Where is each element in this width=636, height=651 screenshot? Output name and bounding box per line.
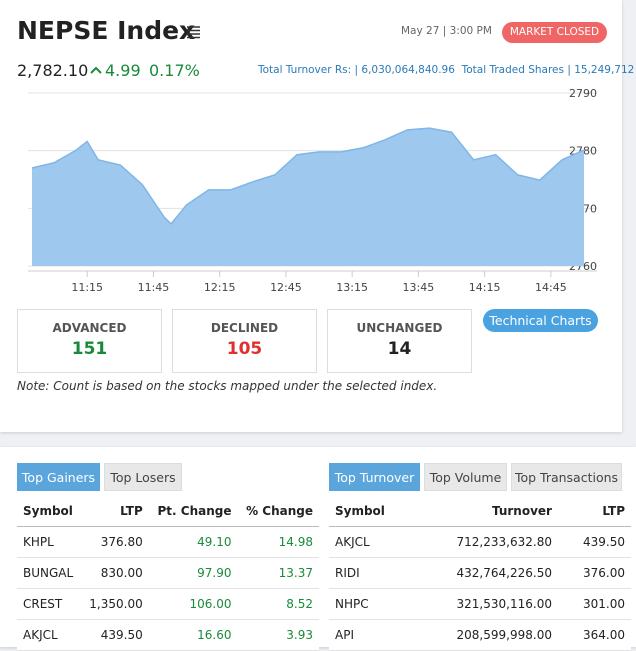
- y-tick-label: 2790: [569, 87, 597, 100]
- stat-label: UNCHANGED: [356, 321, 443, 335]
- column-header: Pt. Change: [148, 496, 238, 527]
- tab[interactable]: Top Transactions: [511, 463, 622, 491]
- stat-box: UNCHANGED 14: [327, 309, 472, 373]
- cell: RIDI: [329, 557, 413, 589]
- stat-value: 151: [71, 339, 108, 359]
- row[interactable]: AKJCL 712,233,632.80 439.50: [329, 526, 631, 558]
- cell: 301.00: [557, 588, 631, 620]
- x-tick-label: 11:45: [138, 281, 170, 294]
- cell: KHPL: [17, 526, 82, 558]
- cell: 97.90: [148, 557, 238, 589]
- x-tick-label: 11:15: [71, 281, 103, 294]
- index-value: 2,782.10: [17, 61, 89, 80]
- cell: 376.80: [81, 526, 149, 558]
- cell: 830.00: [81, 557, 149, 589]
- x-tick-label: 13:45: [403, 281, 435, 294]
- x-tick-label: 12:45: [270, 281, 302, 294]
- x-tick-label: 12:15: [204, 281, 236, 294]
- cell: API: [329, 619, 413, 651]
- cell: NHPC: [329, 588, 413, 620]
- header-row: Symbol Turnover LTP: [329, 496, 631, 527]
- row[interactable]: CREST 1,350.00 106.00 8.52: [17, 588, 319, 620]
- stat-value: 105: [226, 339, 263, 359]
- cell: 432,764,226.50: [412, 557, 558, 589]
- cell: 439.50: [557, 526, 631, 558]
- cell: 8.52: [237, 588, 319, 620]
- row[interactable]: KHPL 376.80 49.10 14.98: [17, 526, 319, 558]
- cell: 106.00: [148, 588, 238, 620]
- column-header: Symbol: [17, 496, 82, 527]
- line: [31, 127, 585, 226]
- shares-label: Total Traded Shares |: [461, 64, 571, 76]
- cell: AKJCL: [329, 526, 413, 558]
- totals: Total Turnover Rs: | 6,030,064,840.96 To…: [258, 64, 634, 76]
- cell: CREST: [17, 588, 82, 620]
- column-header: % Change: [237, 496, 319, 527]
- shares-value: 15,249,712: [574, 64, 635, 76]
- menu-icon[interactable]: [186, 25, 202, 39]
- cell: 16.60: [148, 619, 238, 651]
- cell: 14.98: [237, 526, 319, 558]
- market-status: MARKET CLOSED: [502, 22, 607, 43]
- row[interactable]: RIDI 432,764,226.50 376.00: [329, 557, 631, 589]
- area: [32, 128, 584, 266]
- stat-value: 14: [387, 339, 412, 359]
- cell: 376.00: [557, 557, 631, 589]
- chart: 276027702780279011:1511:4512:1512:4513:1…: [28, 87, 597, 294]
- row[interactable]: BUNGAL 830.00 97.90 13.37: [17, 557, 319, 589]
- cell: 439.50: [81, 619, 149, 651]
- tab[interactable]: Top Gainers: [17, 463, 100, 491]
- cell: BUNGAL: [17, 557, 82, 589]
- stat-box: ADVANCED 151: [17, 309, 162, 373]
- row[interactable]: API 208,599,998.00 364.00: [329, 619, 631, 651]
- cell: 208,599,998.00: [412, 619, 558, 651]
- cell: 13.37: [237, 557, 319, 589]
- up-arrow: [90, 66, 102, 74]
- title: NEPSE Index: [17, 16, 196, 45]
- tab[interactable]: Top Volume: [424, 463, 507, 491]
- row[interactable]: NHPC 321,530,116.00 301.00: [329, 588, 631, 620]
- cell: 1,350.00: [81, 588, 149, 620]
- tab[interactable]: Top Losers: [104, 463, 182, 491]
- column-header: LTP: [557, 496, 631, 527]
- row[interactable]: AKJCL 439.50 16.60 3.93: [17, 619, 319, 651]
- technical-charts-button[interactable]: Technical Charts: [483, 309, 598, 332]
- column-header: Symbol: [329, 496, 413, 527]
- turnover-table: Symbol Turnover LTP AKJCL 712,233,632.80 439.…: [329, 496, 631, 651]
- turnover-value: 6,030,064,840.96: [361, 64, 455, 76]
- datetime: May 27 | 3:00 PM: [401, 25, 492, 37]
- column-header: Turnover: [412, 496, 558, 527]
- x-tick-label: 13:15: [336, 281, 368, 294]
- stat-box: DECLINED 105: [172, 309, 317, 373]
- stat-label: ADVANCED: [52, 321, 127, 335]
- tab[interactable]: Top Turnover: [329, 463, 420, 491]
- cell: 712,233,632.80: [412, 526, 558, 558]
- x-tick-label: 14:45: [535, 281, 567, 294]
- cell: 49.10: [148, 526, 238, 558]
- change-percent: 0.17%: [149, 61, 200, 80]
- cell: 364.00: [557, 619, 631, 651]
- note: Note: Count is based on the stocks mappe…: [17, 379, 438, 393]
- x-tick-label: 14:15: [469, 281, 501, 294]
- stat-label: DECLINED: [210, 321, 279, 335]
- turnover-label: Total Turnover Rs: |: [258, 64, 359, 76]
- change: 4.99: [105, 61, 141, 80]
- cell: AKJCL: [17, 619, 82, 651]
- cell: 321,530,116.00: [412, 588, 558, 620]
- gainers-table: Symbol LTP Pt. Change% Change KHPL 376.80 49.…: [17, 496, 319, 651]
- cell: 3.93: [237, 619, 319, 651]
- column-header: LTP: [81, 496, 149, 527]
- header-row: Symbol LTP Pt. Change% Change: [17, 496, 319, 527]
